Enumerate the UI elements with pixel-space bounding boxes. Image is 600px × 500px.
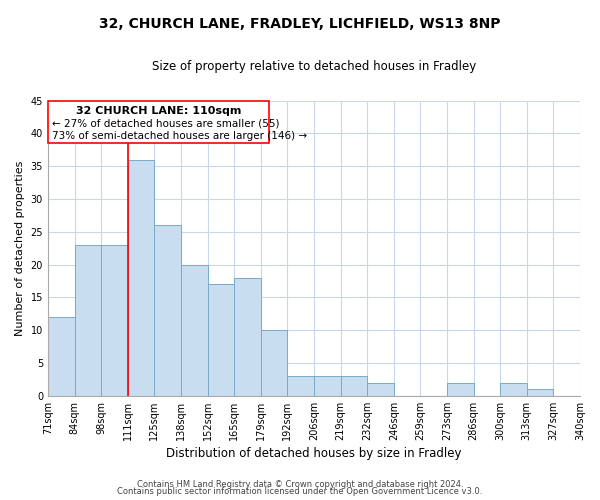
Text: 32, CHURCH LANE, FRADLEY, LICHFIELD, WS13 8NP: 32, CHURCH LANE, FRADLEY, LICHFIELD, WS1… bbox=[99, 18, 501, 32]
Text: ← 27% of detached houses are smaller (55): ← 27% of detached houses are smaller (55… bbox=[52, 118, 280, 128]
Bar bbox=[261, 330, 287, 396]
Bar bbox=[48, 317, 74, 396]
Text: 32 CHURCH LANE: 110sqm: 32 CHURCH LANE: 110sqm bbox=[76, 106, 241, 116]
Bar bbox=[447, 382, 473, 396]
Bar bbox=[527, 390, 553, 396]
Bar bbox=[341, 376, 367, 396]
Bar bbox=[208, 284, 234, 396]
Text: Contains public sector information licensed under the Open Government Licence v3: Contains public sector information licen… bbox=[118, 487, 482, 496]
Bar bbox=[367, 382, 394, 396]
Title: Size of property relative to detached houses in Fradley: Size of property relative to detached ho… bbox=[152, 60, 476, 73]
Bar bbox=[74, 245, 101, 396]
Bar bbox=[154, 225, 181, 396]
Bar bbox=[181, 264, 208, 396]
Bar bbox=[500, 382, 527, 396]
Text: Contains HM Land Registry data © Crown copyright and database right 2024.: Contains HM Land Registry data © Crown c… bbox=[137, 480, 463, 489]
Y-axis label: Number of detached properties: Number of detached properties bbox=[15, 160, 25, 336]
FancyBboxPatch shape bbox=[48, 100, 269, 143]
Bar bbox=[287, 376, 314, 396]
X-axis label: Distribution of detached houses by size in Fradley: Distribution of detached houses by size … bbox=[166, 447, 462, 460]
Bar bbox=[314, 376, 341, 396]
Text: 73% of semi-detached houses are larger (146) →: 73% of semi-detached houses are larger (… bbox=[52, 132, 307, 141]
Bar bbox=[234, 278, 261, 396]
Bar bbox=[128, 160, 154, 396]
Bar bbox=[101, 245, 128, 396]
